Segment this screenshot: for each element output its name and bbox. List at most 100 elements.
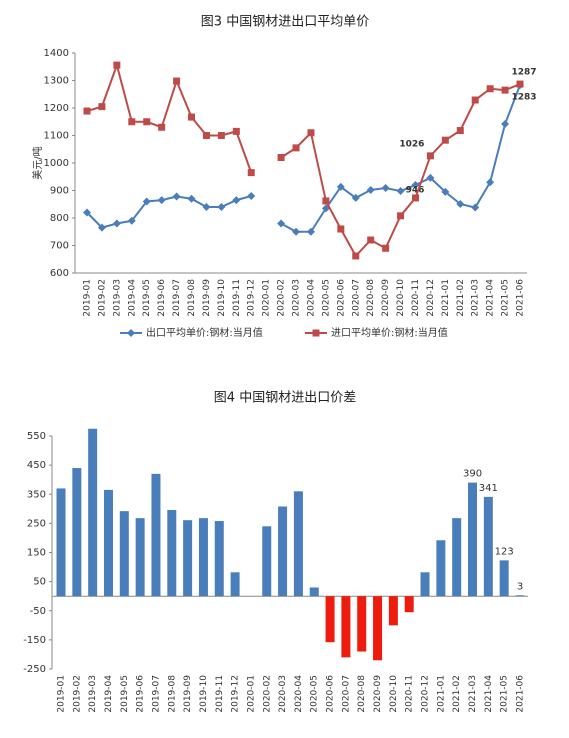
bar: [341, 596, 351, 658]
x-tick-label: 2020-03: [278, 675, 288, 713]
line: [280, 83, 521, 258]
point: [187, 194, 196, 203]
bar: [499, 560, 509, 597]
x-tick-label: 2019-08: [167, 675, 177, 713]
bar: [278, 506, 288, 597]
point: [337, 225, 345, 233]
bar: [262, 526, 272, 597]
point: [292, 144, 300, 152]
bar: [388, 596, 398, 626]
x-tick-label: 2020-07: [351, 279, 361, 317]
point: [501, 86, 509, 94]
bar: [88, 428, 98, 597]
bar: [468, 482, 478, 597]
x-tick-label: 2020-01: [262, 279, 272, 317]
point: [336, 182, 345, 191]
x-tick-label: 2021-05: [500, 675, 510, 713]
x-tick-label: 2020-09: [381, 279, 391, 317]
x-tick-label: 2019-12: [247, 279, 257, 317]
x-tick-label: 2020-02: [277, 279, 287, 317]
x-tick-label: 2020-07: [341, 675, 351, 713]
y-tick-label: 50: [33, 577, 46, 588]
point: [83, 107, 91, 115]
point: [471, 203, 480, 212]
data-label: 341: [479, 483, 498, 494]
chart-title: 图3 中国钢材进出口平均单价: [201, 15, 369, 30]
y-tick-label: 600: [50, 268, 69, 279]
x-tick-label: 2021-05: [501, 279, 511, 317]
point: [173, 77, 181, 85]
point: [397, 212, 405, 220]
x-tick-label: 2021-03: [471, 279, 481, 317]
bar: [103, 489, 113, 597]
y-tick-label: -150: [23, 635, 46, 646]
point: [158, 123, 166, 131]
x-tick-label: 2020-04: [306, 279, 316, 317]
point: [367, 236, 375, 244]
point: [322, 197, 330, 205]
line: [86, 61, 253, 173]
point: [381, 184, 390, 193]
bar: [183, 520, 193, 597]
point: [352, 252, 360, 260]
point: [232, 127, 240, 135]
data-label: 946: [406, 185, 425, 195]
y-tick-label: 800: [50, 213, 69, 224]
point: [516, 80, 524, 88]
y-tick-label: -250: [23, 664, 46, 675]
x-tick-label: 2021-06: [516, 675, 526, 713]
x-tick-label: 2019-09: [202, 279, 212, 317]
x-tick-label: 2019-10: [217, 279, 227, 317]
point: [172, 192, 181, 201]
x-tick-label: 2020-11: [405, 675, 415, 713]
y-tick-label: 1400: [44, 48, 69, 59]
data-label: 123: [495, 546, 514, 557]
point: [157, 196, 166, 205]
point: [471, 96, 479, 104]
chart-title: 图4 中国钢材进出口价差: [214, 391, 356, 406]
point: [142, 197, 151, 206]
y-axis-label: 美元/吨: [31, 146, 44, 179]
x-tick-label: 2020-03: [292, 279, 302, 317]
point: [441, 187, 450, 196]
point: [277, 154, 285, 161]
point: [411, 181, 420, 189]
point: [411, 194, 419, 202]
point: [232, 196, 241, 205]
x-tick-label: 2020-08: [357, 675, 367, 713]
point: [188, 113, 196, 121]
point: [396, 187, 405, 196]
bar: [325, 596, 335, 643]
y-tick-label: 150: [27, 548, 46, 559]
data-label: 1287: [511, 68, 536, 78]
x-tick-label: 2019-01: [83, 279, 93, 317]
x-tick-label: 2019-04: [104, 675, 114, 713]
x-tick-label: 2021-02: [456, 279, 466, 317]
x-tick-label: 2019-03: [112, 279, 122, 317]
x-tick-label: 2021-01: [441, 279, 451, 317]
bar: [167, 509, 177, 597]
bar: [230, 572, 240, 597]
point: [382, 244, 390, 252]
point: [128, 118, 136, 126]
point: [486, 85, 494, 93]
x-tick-label: 2019-12: [231, 675, 241, 713]
x-tick-label: 2020-05: [310, 675, 320, 713]
point: [247, 192, 256, 200]
bar: [483, 496, 493, 597]
x-tick-label: 2019-08: [187, 279, 197, 317]
x-tick-label: 2019-01: [57, 675, 67, 713]
y-tick-label: 350: [27, 489, 46, 500]
line: [86, 195, 252, 229]
x-tick-label: 2020-12: [421, 675, 431, 713]
x-tick-label: 2019-02: [72, 675, 82, 713]
point: [217, 203, 226, 211]
x-tick-label: 2020-10: [389, 675, 399, 713]
x-tick-label: 2021-02: [452, 675, 462, 713]
x-tick-label: 2020-11: [411, 279, 421, 317]
point: [312, 329, 320, 337]
x-tick-label: 2020-10: [396, 279, 406, 317]
point: [143, 118, 151, 126]
bar: [293, 491, 303, 597]
